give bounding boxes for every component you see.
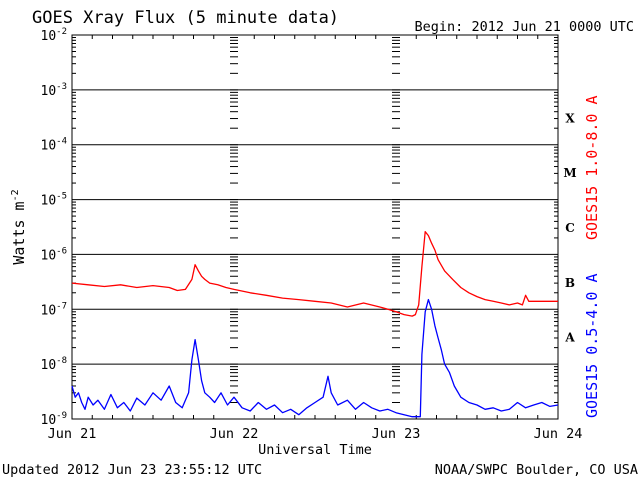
footer-updated: Updated 2012 Jun 23 23:55:12 UTC — [2, 462, 262, 478]
x-tick-label: Jun 22 — [210, 426, 259, 442]
y-axis-label-text: Watts m — [10, 201, 28, 264]
x-tick-label: Jun 21 — [48, 426, 97, 442]
y-tick-labels: 10-2 10-3 10-4 10-5 10-6 10-7 10-8 10-9 — [41, 27, 68, 428]
y-tick-label: 10-8 — [41, 356, 68, 373]
y-tick-label: 10-6 — [41, 246, 68, 263]
x-tick-label: Jun 23 — [372, 426, 421, 442]
x-tick-label: Jun 24 — [534, 426, 583, 442]
y-tick-label: 10-3 — [41, 82, 68, 99]
y-tick-label: 10-4 — [41, 137, 68, 154]
series-line-short — [71, 298, 559, 418]
series-lines — [71, 231, 559, 418]
y-tick-label: 10-9 — [41, 411, 68, 428]
y-axis-label: Watts m-2 — [10, 189, 28, 264]
series-line-long — [71, 231, 558, 317]
flare-class-label: X — [565, 111, 575, 125]
flare-class-label: C — [565, 221, 575, 235]
x-axis-label: Universal Time — [258, 442, 372, 458]
flare-class-label: A — [564, 331, 575, 345]
legend-series-long: GOES15 1.0-8.0 A — [583, 96, 601, 241]
flare-class-label: B — [565, 276, 575, 290]
y-tick-label: 10-2 — [41, 27, 68, 44]
grid-lines — [72, 89, 558, 365]
chart-title: GOES Xray Flux (5 minute data) — [32, 8, 339, 28]
flare-class-labels: X M C B A — [563, 111, 576, 344]
y-tick-label: 10-7 — [41, 301, 68, 318]
plot-frame — [71, 34, 559, 420]
y-axis-label-superscript: -2 — [10, 189, 21, 201]
legend-series-short: GOES15 0.5-4.0 A — [583, 274, 601, 419]
footer-source: NOAA/SWPC Boulder, CO USA — [435, 462, 638, 478]
axis-ticks — [72, 35, 558, 420]
flare-class-label: M — [563, 166, 576, 180]
x-tick-labels: Jun 21 Jun 22 Jun 23 Jun 24 — [48, 426, 583, 442]
y-tick-label: 10-5 — [41, 192, 68, 209]
begin-timestamp: Begin: 2012 Jun 21 0000 UTC — [415, 19, 634, 35]
